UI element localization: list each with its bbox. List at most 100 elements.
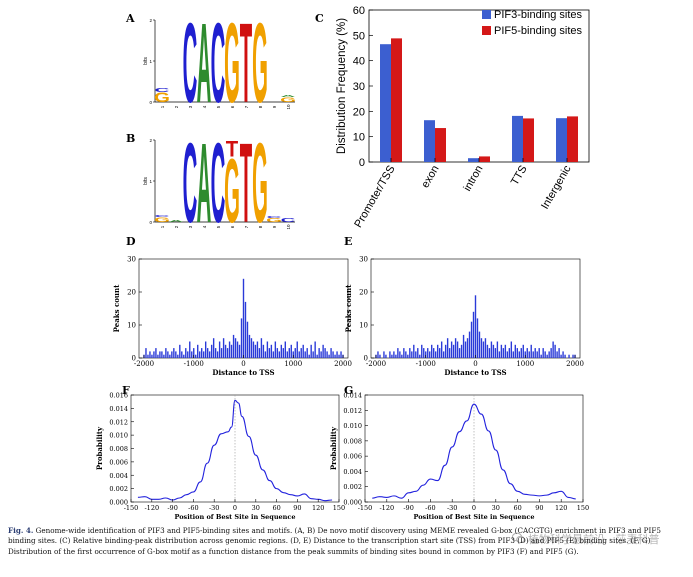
logo-letter-c: C	[281, 217, 296, 223]
histogram-bar	[391, 354, 393, 358]
histogram-bar	[185, 348, 187, 358]
y-tick-label: 20	[359, 289, 368, 297]
histogram-bar	[181, 351, 183, 358]
histogram-bar	[282, 348, 285, 358]
histogram-bar	[204, 341, 207, 358]
histogram-bar	[147, 354, 149, 358]
histogram-bar	[222, 338, 225, 358]
x-tick-label: -1000	[184, 360, 204, 368]
histogram-bar	[516, 348, 518, 358]
logo-letter-c: C	[267, 216, 282, 219]
histogram-bar	[474, 295, 477, 358]
x-tick-label: 0	[473, 360, 477, 368]
logo-y-tick-label: 0	[149, 220, 152, 225]
x-tick-label: 30	[492, 504, 500, 512]
x-tick-label: -2000	[366, 360, 386, 368]
histogram-bar	[488, 348, 491, 358]
histogram-bar	[230, 344, 233, 358]
histogram-bar	[530, 344, 532, 358]
y-tick-label: 0.014	[343, 392, 362, 400]
histogram-bar	[448, 348, 451, 358]
figure-caption: Fig. 4. Genome-wide identification of PI…	[8, 526, 688, 557]
histogram-bar	[431, 344, 433, 358]
y-tick-label: 0.010	[109, 432, 128, 440]
histogram-bar	[452, 344, 455, 358]
histogram-bar	[407, 354, 409, 358]
histogram-bar	[191, 351, 193, 358]
histogram-bar	[260, 338, 263, 358]
y-tick-label: 0.002	[343, 483, 362, 491]
y-tick-label: 0.014	[109, 405, 128, 413]
histogram-bar	[385, 354, 387, 358]
x-tick-label: 0	[241, 360, 245, 368]
logo-position-label: 4	[202, 225, 207, 228]
histogram-bar	[504, 344, 507, 358]
logo-y-tick-label: 1	[149, 179, 152, 184]
logo-position-label: 3	[188, 105, 193, 108]
histogram-bar	[167, 351, 169, 358]
x-tick-label: -120	[144, 504, 159, 512]
histogram-bar	[320, 351, 322, 358]
x-tick-label: 150	[333, 504, 345, 512]
x-tick-label: 90	[535, 504, 543, 512]
logo-position-label: 2	[174, 105, 179, 108]
histogram-bar	[286, 351, 288, 358]
bar-pif5	[523, 118, 534, 162]
logo-letter-t: T	[240, 0, 252, 127]
histogram-bar	[514, 344, 517, 358]
histogram-bar	[429, 351, 431, 358]
histogram-bar	[334, 354, 336, 358]
histogram-bar	[149, 351, 151, 358]
histogram-bar	[466, 338, 469, 358]
logo-letter-c: C	[183, 120, 198, 247]
y-tick-label: 10	[127, 322, 136, 330]
histogram-bar	[520, 348, 522, 358]
y-axis-label: Probability	[329, 426, 338, 470]
histogram-bar	[518, 351, 520, 358]
bar-pif3	[424, 120, 435, 162]
x-tick-label: -90	[403, 504, 413, 512]
histogram-bar	[270, 344, 273, 358]
x-tick-label: -30	[447, 504, 457, 512]
histogram-bar	[444, 344, 447, 358]
histogram-bar	[276, 348, 279, 358]
histogram-bar	[522, 344, 524, 358]
x-tick-label: 60	[272, 504, 280, 512]
logo-letter-a: A	[169, 220, 184, 223]
histogram-bar	[220, 348, 223, 358]
histogram-bar	[165, 348, 167, 358]
histogram-bar	[254, 344, 257, 358]
histogram-bar	[552, 341, 554, 358]
logo-position-label: 10	[286, 104, 291, 110]
x-tick-label: -60	[425, 504, 435, 512]
histogram-bar	[266, 341, 269, 358]
histogram-bar	[240, 318, 243, 358]
histogram-bar	[262, 344, 265, 358]
histogram-bar	[506, 351, 509, 358]
histogram-bar	[436, 344, 439, 358]
bar-pif5	[435, 128, 446, 162]
histogram-bar	[183, 354, 185, 358]
logo-position-label: 4	[202, 105, 207, 108]
histogram-bar	[393, 351, 395, 358]
bar-pif3	[512, 115, 523, 162]
histogram-bar	[187, 351, 189, 358]
x-axis-label: Position of Best Site in Sequence	[414, 513, 535, 521]
x-tick-label: -60	[188, 504, 198, 512]
x-tick-label: -90	[167, 504, 177, 512]
y-tick-label: 0	[132, 355, 136, 363]
y-tick-label: 0.012	[343, 407, 362, 415]
logo-letter-g: G	[154, 89, 170, 105]
histogram-bar	[405, 351, 407, 358]
logo-letter-g: G	[266, 217, 282, 223]
histogram-bar	[415, 351, 417, 358]
probability-line	[372, 403, 576, 500]
histogram-bar	[328, 354, 330, 358]
bar-pif3	[380, 44, 391, 163]
histogram-bar	[480, 338, 483, 358]
x-tick-label: Promoter/TSS	[352, 164, 397, 230]
histogram-bar	[212, 338, 215, 358]
y-tick-label: 0.006	[109, 458, 128, 466]
histogram-bar	[560, 354, 562, 358]
histogram-bar	[300, 348, 302, 358]
